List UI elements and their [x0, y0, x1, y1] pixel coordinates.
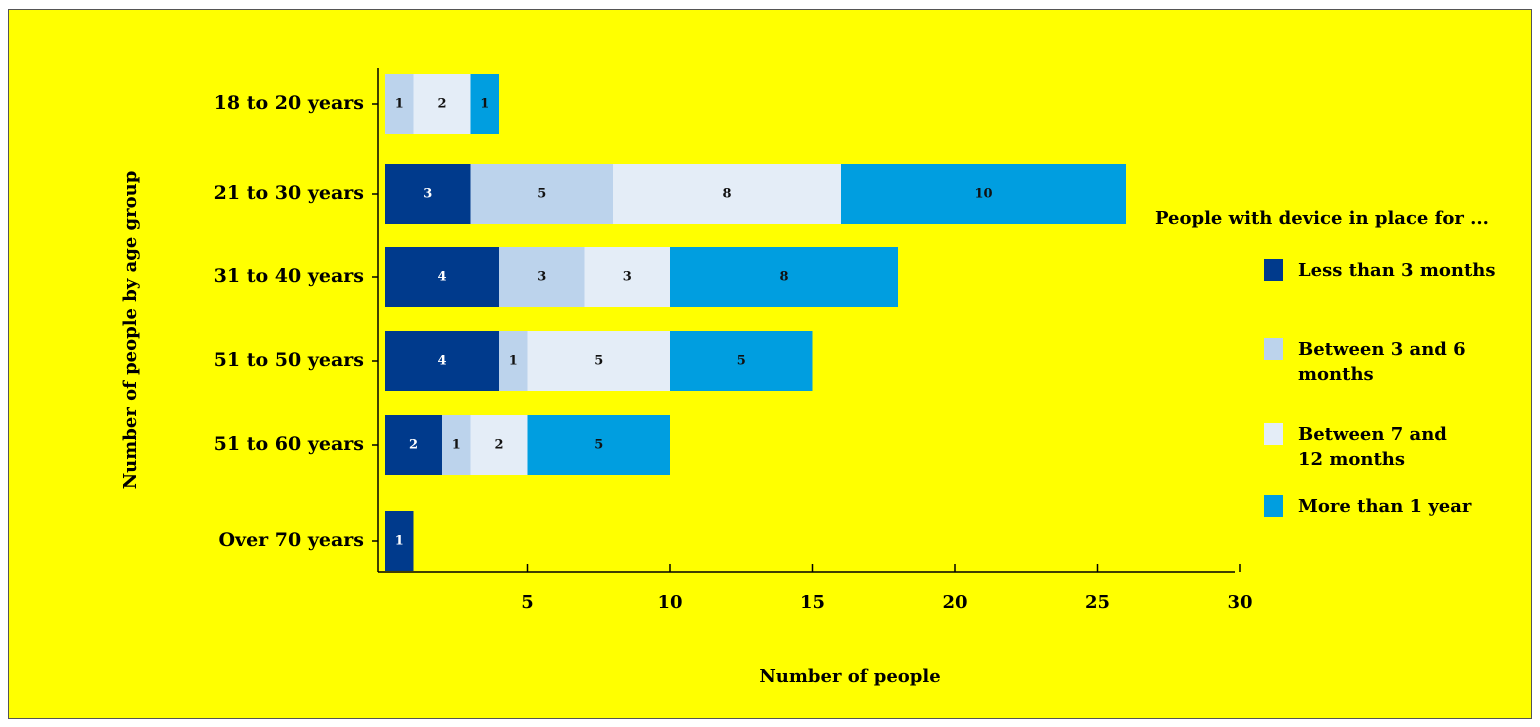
bar-value-label: 1 — [395, 97, 404, 112]
category-label: Over 70 years — [218, 529, 364, 551]
x-tick-labels: 5 10 15 20 25 30 — [521, 592, 1252, 613]
bar-segment — [385, 415, 442, 475]
bar-value-label: 5 — [537, 187, 546, 202]
y-axis-title: Number of people by age group — [120, 171, 141, 490]
bar-segment — [385, 331, 499, 391]
bar-value-label: 1 — [509, 354, 518, 369]
legend-swatch — [1264, 495, 1283, 517]
bar-segment — [499, 247, 585, 307]
bar-value-label: 4 — [437, 270, 446, 285]
category-label: 21 to 30 years — [214, 182, 364, 204]
bar-value-label: 8 — [722, 187, 731, 202]
category-label: 51 to 60 years — [214, 433, 364, 455]
bar-segment — [584, 247, 670, 307]
bar-value-label: 3 — [537, 270, 546, 285]
bar-segment — [385, 74, 414, 134]
bar-value-label: 2 — [437, 97, 446, 112]
bar-value-label: 3 — [623, 270, 632, 285]
legend-label: More than 1 year — [1298, 496, 1472, 517]
x-tick-label: 20 — [942, 592, 967, 613]
legend-label: Between 7 and 12 months — [1298, 424, 1447, 470]
axes-group — [372, 68, 1241, 573]
x-tick-label: 25 — [1085, 592, 1110, 613]
legend: People with device in place for ... Less… — [1155, 208, 1496, 517]
x-axis-title: Number of people — [759, 666, 940, 687]
bar-segment — [670, 331, 813, 391]
bar-segment — [413, 74, 471, 134]
bar-segment — [470, 74, 499, 134]
bar-segment — [670, 247, 898, 307]
legend-swatch — [1264, 338, 1283, 360]
bar-value-label: 3 — [423, 187, 432, 202]
bar-value-label: 5 — [594, 438, 603, 453]
category-labels: 18 to 20 years 21 to 30 years 31 to 40 yea… — [214, 92, 364, 551]
bar-value-label: 1 — [395, 534, 404, 549]
bar-segment — [385, 164, 471, 224]
bar-segment — [470, 164, 613, 224]
bar-value-label: 1 — [452, 438, 461, 453]
bar-value-label: 8 — [779, 270, 788, 285]
x-tick-label: 30 — [1227, 592, 1252, 613]
bar-value-label: 2 — [409, 438, 418, 453]
bar-value-label: 5 — [737, 354, 746, 369]
bar-segment — [442, 415, 471, 475]
bar-segment — [470, 415, 528, 475]
x-tick-label: 15 — [800, 592, 825, 613]
bar-value-label: 5 — [594, 354, 603, 369]
legend-swatch — [1264, 423, 1283, 445]
bar-value-label: 1 — [480, 97, 489, 112]
category-label: 18 to 20 years — [214, 92, 364, 114]
legend-title: People with device in place for ... — [1155, 208, 1489, 229]
category-label: 51 to 50 years — [214, 349, 364, 371]
x-tick-label: 5 — [521, 592, 534, 613]
bar-segment — [499, 331, 528, 391]
bar-segment — [527, 415, 670, 475]
bar-value-label: 4 — [437, 354, 446, 369]
legend-swatch — [1264, 259, 1283, 281]
category-label: 31 to 40 years — [214, 265, 364, 287]
bar-segment — [385, 511, 414, 571]
legend-label: Less than 3 months — [1298, 260, 1496, 281]
bars-group: 1 2 1 3 5 8 10 4 3 3 8 4 1 5 5 2 1 2 5 1 — [385, 74, 1126, 571]
bar-segment — [613, 164, 841, 224]
bar-segment — [841, 164, 1126, 224]
bar-segment — [385, 247, 499, 307]
bar-value-label: 2 — [494, 438, 503, 453]
bar-value-label: 10 — [974, 187, 992, 202]
bar-segment — [527, 331, 670, 391]
x-tick-label: 10 — [657, 592, 682, 613]
legend-label: Between 3 and 6 months — [1298, 339, 1466, 385]
